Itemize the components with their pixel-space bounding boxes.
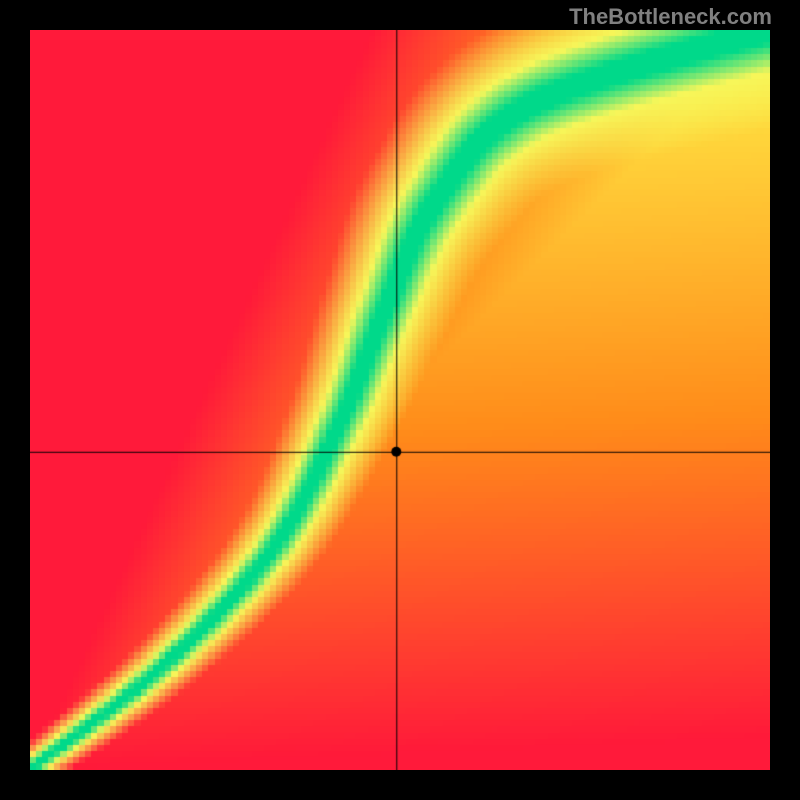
watermark-text: TheBottleneck.com (569, 4, 772, 30)
bottleneck-heatmap (30, 30, 770, 770)
chart-container: TheBottleneck.com (0, 0, 800, 800)
